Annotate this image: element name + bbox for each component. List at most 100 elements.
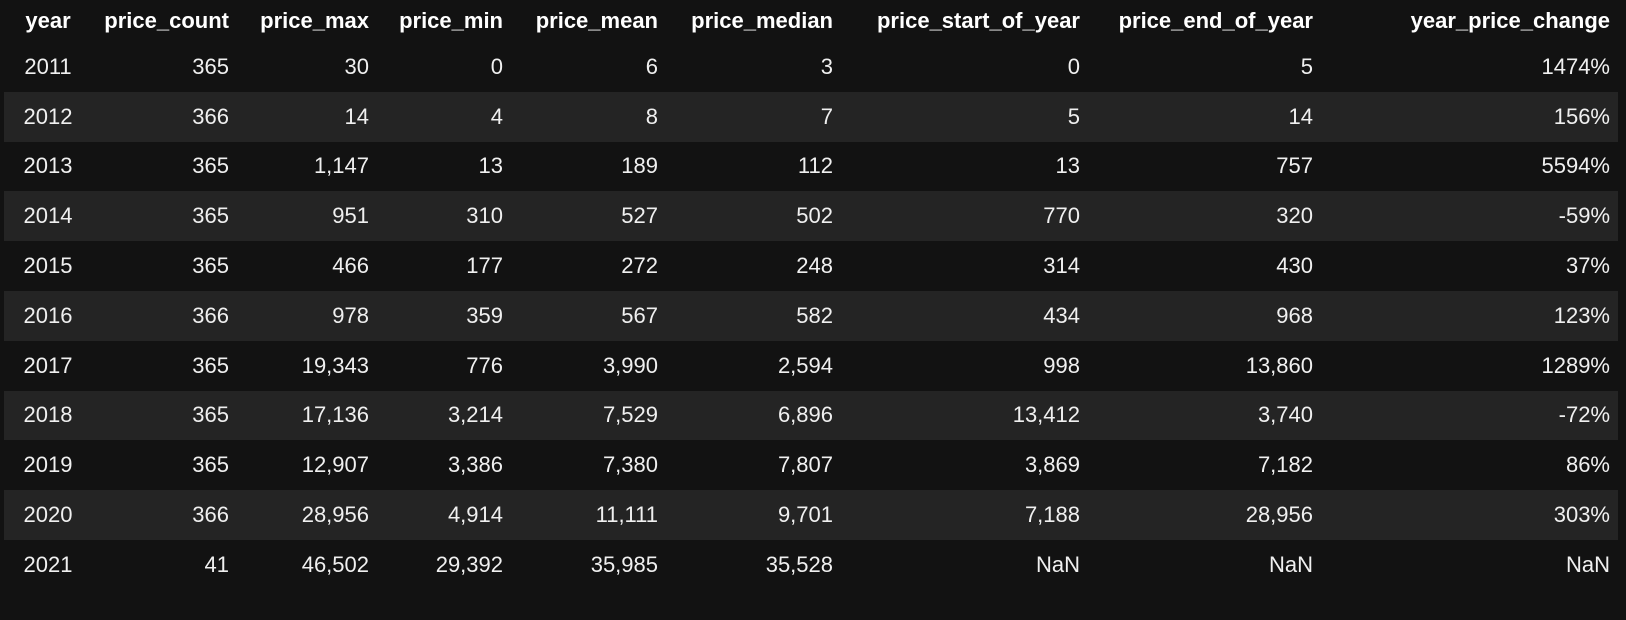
cell-price-end-of-year: 320 <box>1276 203 1313 229</box>
cell-price-end-of-year: 430 <box>1276 253 1313 279</box>
cell-year: 2016 <box>23 302 73 328</box>
cell-price-median: 502 <box>796 203 833 229</box>
cell-year-price-change: 303% <box>1553 502 1610 528</box>
cell-year: 2019 <box>23 452 73 478</box>
cell-price-mean: 6 <box>645 53 658 79</box>
cell-price-median: 3 <box>820 53 833 79</box>
cell-year-price-change: 86% <box>1565 452 1610 478</box>
cell-price-min: 4 <box>490 103 503 129</box>
cell-price-mean: 3,990 <box>602 352 658 378</box>
cell-year: 2021 <box>23 551 73 577</box>
table-row: 2018 365 17,136 3,214 7,529 6,896 13,412… <box>4 390 1618 441</box>
cell-price-median: 112 <box>797 153 833 179</box>
cell-price-start-of-year: 998 <box>1043 352 1080 378</box>
cell-price-median: 6,896 <box>777 402 833 428</box>
column-header-price-count: price_count <box>104 8 229 33</box>
cell-year-price-change: 37% <box>1565 253 1610 279</box>
cell-price-count: 365 <box>192 53 229 79</box>
table-row: 2015 365 466 177 272 248 314 430 37% <box>4 241 1618 291</box>
cell-price-median: 582 <box>796 302 833 328</box>
cell-price-end-of-year: 5 <box>1300 53 1313 79</box>
cell-price-median: 248 <box>796 253 833 279</box>
cell-price-median: 35,528 <box>765 551 833 577</box>
cell-price-count: 365 <box>192 253 229 279</box>
cell-price-end-of-year: NaN <box>1268 551 1313 577</box>
cell-price-count: 365 <box>192 402 229 428</box>
cell-year-price-change: NaN <box>1565 551 1610 577</box>
cell-price-median: 7 <box>820 103 833 129</box>
cell-price-min: 0 <box>490 53 503 79</box>
table-header: year price_count price_max price_min pri… <box>4 0 1618 42</box>
cell-year: 2014 <box>23 203 73 229</box>
cell-price-max: 978 <box>332 302 369 328</box>
cell-price-end-of-year: 757 <box>1276 153 1313 179</box>
cell-price-min: 13 <box>478 153 503 179</box>
cell-price-start-of-year: 0 <box>1067 53 1080 79</box>
cell-price-end-of-year: 3,740 <box>1257 402 1313 428</box>
cell-price-count: 365 <box>192 153 229 179</box>
cell-price-median: 7,807 <box>777 452 833 478</box>
table-row: 2016 366 978 359 567 582 434 968 123% <box>4 290 1618 341</box>
cell-price-max: 951 <box>332 203 369 229</box>
cell-price-median: 9,701 <box>777 502 833 528</box>
column-header-price-end-of-year: price_end_of_year <box>1118 8 1313 33</box>
cell-price-mean: 11,111 <box>595 502 658 528</box>
cell-price-mean: 7,529 <box>602 402 658 428</box>
cell-price-count: 366 <box>192 502 229 528</box>
table-row: 2020 366 28,956 4,914 11,111 9,701 7,188… <box>4 490 1618 540</box>
cell-price-count: 365 <box>192 452 229 478</box>
cell-price-start-of-year: 314 <box>1043 253 1080 279</box>
cell-price-count: 366 <box>192 302 229 328</box>
cell-price-max: 17,136 <box>301 402 369 428</box>
cell-price-min: 359 <box>466 302 503 328</box>
cell-price-max: 1,147 <box>313 153 369 179</box>
cell-price-mean: 189 <box>621 153 658 179</box>
cell-price-start-of-year: 7,188 <box>1024 502 1080 528</box>
cell-year: 2012 <box>23 103 73 129</box>
cell-price-max: 12,907 <box>301 452 369 478</box>
cell-price-max: 46,502 <box>301 551 369 577</box>
cell-price-count: 365 <box>192 203 229 229</box>
column-header-year-price-change: year_price_change <box>1410 8 1610 33</box>
cell-year-price-change: -59% <box>1558 203 1610 229</box>
cell-price-max: 19,343 <box>301 352 369 378</box>
cell-price-mean: 527 <box>621 203 658 229</box>
cell-price-min: 310 <box>466 203 503 229</box>
cell-price-count: 366 <box>192 103 229 129</box>
cell-price-max: 30 <box>344 53 369 79</box>
cell-price-mean: 567 <box>621 302 658 328</box>
table-row: 2021 41 46,502 29,392 35,985 35,528 NaN … <box>4 539 1618 590</box>
table-body: 2011 365 30 0 6 3 0 5 1474% 2012 366 14 … <box>4 42 1618 590</box>
table-row: 2012 366 14 4 8 7 5 14 156% <box>4 91 1618 142</box>
cell-year-price-change: 5594% <box>1541 153 1610 179</box>
cell-price-median: 2,594 <box>777 352 833 378</box>
cell-price-end-of-year: 7,182 <box>1257 452 1313 478</box>
cell-year: 2013 <box>23 153 73 179</box>
cell-year-price-change: -72% <box>1558 402 1610 428</box>
cell-price-start-of-year: 13,412 <box>1012 402 1080 428</box>
cell-price-start-of-year: NaN <box>1035 551 1080 577</box>
column-header-price-start-of-year: price_start_of_year <box>876 8 1080 33</box>
cell-year: 2015 <box>23 253 73 279</box>
column-header-price-median: price_median <box>691 8 833 33</box>
cell-price-count: 41 <box>204 551 229 577</box>
column-header-year: year <box>25 8 71 33</box>
cell-price-min: 177 <box>466 253 503 279</box>
data-table: year price_count price_max price_min pri… <box>4 0 1618 590</box>
table-row: 2019 365 12,907 3,386 7,380 7,807 3,869 … <box>4 440 1618 491</box>
column-header-price-min: price_min <box>399 8 503 33</box>
cell-price-min: 4,914 <box>447 502 503 528</box>
cell-year: 2017 <box>23 352 73 378</box>
cell-year: 2018 <box>23 402 73 428</box>
cell-year-price-change: 1289% <box>1541 352 1610 378</box>
cell-price-min: 3,214 <box>447 402 503 428</box>
cell-year: 2011 <box>24 53 72 79</box>
table-row: 2011 365 30 0 6 3 0 5 1474% <box>4 42 1618 92</box>
table-row: 2017 365 19,343 776 3,990 2,594 998 13,8… <box>4 340 1618 391</box>
cell-price-start-of-year: 5 <box>1067 103 1080 129</box>
cell-price-min: 3,386 <box>447 452 503 478</box>
cell-price-max: 28,956 <box>301 502 369 528</box>
cell-price-end-of-year: 14 <box>1288 103 1313 129</box>
column-header-price-mean: price_mean <box>535 8 658 33</box>
